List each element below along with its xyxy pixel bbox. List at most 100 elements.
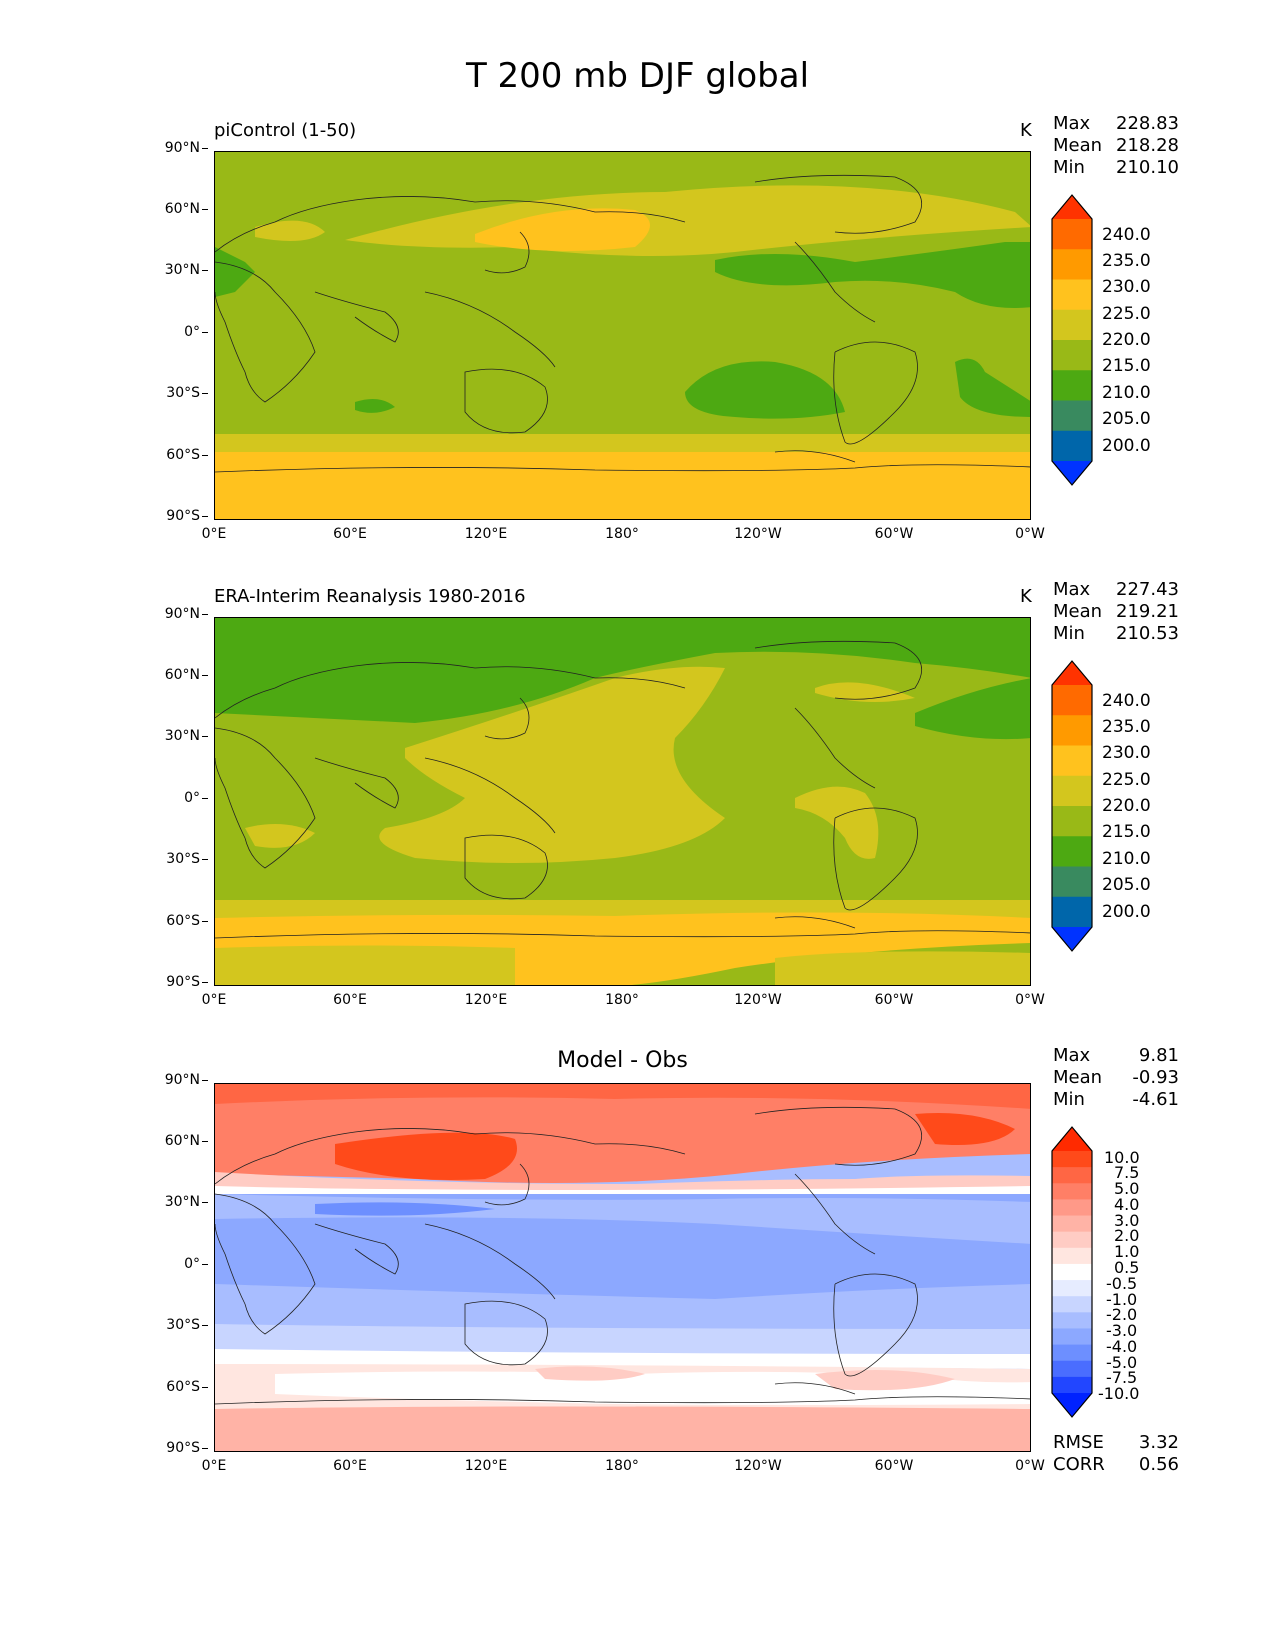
stat-label: Max [1053, 1045, 1091, 1066]
colorbar-label: 7.5 [1114, 1163, 1140, 1182]
colorbar-segment [1052, 1127, 1092, 1151]
lat-tick: 60°N [0, 1133, 208, 1149]
colorbar-segment [1052, 1231, 1092, 1249]
colorbar-label: 10.0 [1104, 1148, 1140, 1167]
colorbar-segment [1052, 309, 1092, 341]
lon-tick: 0°W [1015, 992, 1045, 1008]
colorbar-segment [1052, 195, 1092, 219]
stat-value-mean: 219.21 [1116, 601, 1179, 622]
colorbar-label: 210.0 [1102, 383, 1151, 403]
lat-tick: 90°N [0, 1072, 208, 1088]
lat-tick: 0° [0, 1256, 208, 1272]
colorbar-label: 205.0 [1102, 409, 1151, 429]
stat-label: Min [1053, 623, 1085, 644]
lat-tick: 30°S [0, 385, 208, 401]
colorbar [1051, 194, 1095, 486]
stat-value-min: 210.10 [1116, 157, 1179, 178]
colorbar-label: 215.0 [1102, 822, 1151, 842]
colorbar-label: -4.0 [1106, 1337, 1138, 1356]
panel-title: Model - Obs [557, 1048, 688, 1073]
colorbar-label: 210.0 [1102, 849, 1151, 869]
stat-label: Mean [1053, 1067, 1103, 1088]
lon-tick: 120°W [734, 526, 782, 542]
stat-value-corr: 0.56 [1138, 1454, 1179, 1475]
colorbar-label: 240.0 [1102, 225, 1151, 245]
colorbar-outline [1051, 194, 1093, 486]
panel-title: ERA-Interim Reanalysis 1980-2016 [214, 586, 526, 607]
colorbar-label: 225.0 [1102, 304, 1151, 324]
stat-value-mean: 218.28 [1116, 135, 1179, 156]
map-field [215, 618, 1030, 985]
colorbar-segment [1052, 715, 1092, 746]
lon-tick: 120°W [734, 1458, 782, 1474]
colorbar-label: -5.0 [1106, 1353, 1138, 1372]
colorbar-label: 200.0 [1102, 436, 1151, 456]
lat-tick: 0° [0, 790, 208, 806]
colorbar-segment [1052, 1263, 1092, 1281]
stat-label: CORR [1053, 1454, 1105, 1475]
colorbar-gradient [1051, 194, 1093, 486]
stats-box: Max 9.81 Mean -0.93 Min -4.61 [1053, 1045, 1179, 1111]
colorbar-segment [1052, 370, 1092, 401]
stat-label: Mean [1053, 135, 1103, 156]
stat-value-min: -4.61 [1132, 1089, 1179, 1110]
colorbar-segment [1052, 1247, 1092, 1265]
lon-tick: 0°E [201, 1458, 227, 1474]
colorbar-label: 235.0 [1102, 717, 1151, 737]
colorbar-segment [1052, 1199, 1092, 1217]
colorbar-segment [1052, 430, 1092, 462]
lon-tick: 120°E [464, 1458, 508, 1474]
colorbar-outline [1051, 660, 1093, 952]
colorbar-segment [1052, 806, 1092, 837]
lat-tick: 60°S [0, 913, 208, 929]
colorbar-label: -10.0 [1098, 1384, 1140, 1403]
lon-tick: 120°E [464, 992, 508, 1008]
colorbar-segment [1052, 1376, 1092, 1394]
stats-box: Max 227.43 Mean 219.21 Min 210.53 [1053, 579, 1179, 645]
colorbar-gradient [1051, 660, 1093, 952]
lat-tick: 90°S [0, 974, 208, 990]
panel-era-interim: ERA-Interim Reanalysis 1980-2016 K Max 22… [0, 579, 1275, 1036]
colorbar-outline [1051, 1126, 1093, 1418]
colorbar-label: -7.5 [1106, 1368, 1138, 1387]
lon-tick: 180° [605, 992, 639, 1008]
colorbar-segment [1052, 1183, 1092, 1200]
lon-tick: 60°E [333, 1458, 367, 1474]
map-field [215, 1084, 1030, 1451]
colorbar-label: 220.0 [1102, 796, 1151, 816]
lat-tick: 60°S [0, 447, 208, 463]
colorbar-segment [1052, 927, 1092, 951]
colorbar-label: 4.0 [1114, 1195, 1140, 1214]
colorbar-label: 200.0 [1102, 902, 1151, 922]
map-field [215, 152, 1030, 519]
colorbar-segment [1052, 1312, 1092, 1329]
lat-tick: 30°N [0, 262, 208, 278]
lon-tick: 0°E [201, 992, 227, 1008]
colorbar-segment [1052, 1296, 1092, 1313]
figure-title: T 200 mb DJF global [465, 56, 810, 96]
colorbar-segment [1052, 340, 1092, 371]
colorbar-segment [1052, 1151, 1092, 1168]
lat-tick: 30°S [0, 851, 208, 867]
lon-tick: 60°E [333, 526, 367, 542]
map-era-interim [214, 617, 1031, 986]
lon-tick: 180° [605, 526, 639, 542]
colorbar-segment [1052, 1328, 1092, 1346]
lat-tick: 60°S [0, 1379, 208, 1395]
lon-tick: 60°W [874, 1458, 914, 1474]
colorbar-label: 230.0 [1102, 743, 1151, 763]
units-label: K [1020, 586, 1032, 607]
lon-tick: 0°E [201, 526, 227, 542]
stat-value-max: 228.83 [1116, 113, 1179, 134]
colorbar-segment [1052, 1393, 1092, 1417]
lat-tick: 0° [0, 324, 208, 340]
colorbar-label: 1.0 [1114, 1242, 1140, 1261]
colorbar-segment [1052, 1360, 1092, 1378]
colorbar-segment [1052, 836, 1092, 867]
colorbar-label: -1.0 [1106, 1290, 1138, 1309]
colorbar-segment [1052, 1280, 1092, 1297]
colorbar-segment [1052, 219, 1092, 250]
map-picontrol [214, 151, 1031, 520]
lon-tick: 0°W [1015, 526, 1045, 542]
colorbar-label: 215.0 [1102, 356, 1151, 376]
